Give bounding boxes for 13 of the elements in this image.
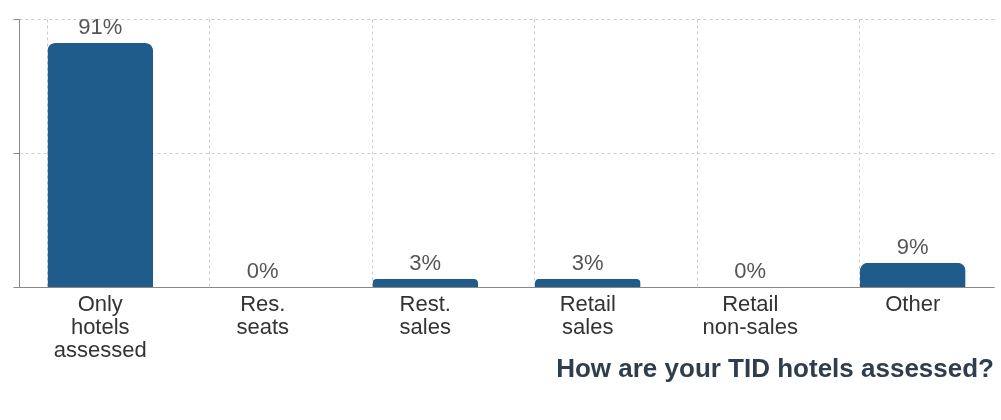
data-label: 3% xyxy=(409,249,442,275)
x-tick-label: Res. seats xyxy=(236,290,290,339)
data-label: 0% xyxy=(246,258,279,283)
data-label: 0% xyxy=(734,258,767,283)
x-tick-label: Other xyxy=(885,290,941,316)
data-label: 3% xyxy=(571,249,604,275)
x-tick-label: Retail non-sales xyxy=(702,290,798,339)
text: How are your TID hotels assessed? xyxy=(556,353,994,383)
x-tick-label: Retail sales xyxy=(559,290,616,339)
data-label: 91% xyxy=(78,14,123,40)
x-tick-label: Only hotels assessed xyxy=(53,290,147,362)
data-label: 9% xyxy=(896,233,929,259)
x-tick-label: Rest. sales xyxy=(399,290,451,339)
